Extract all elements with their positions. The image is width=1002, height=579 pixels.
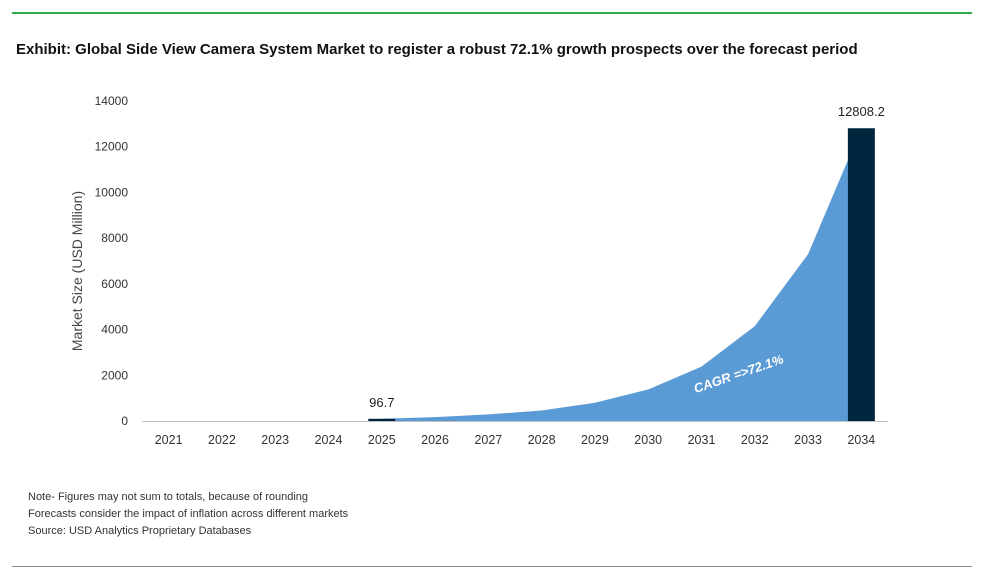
x-tick-label: 2032 <box>741 433 769 447</box>
note-source: Source: USD Analytics Proprietary Databa… <box>28 525 252 537</box>
x-tick-label: 2030 <box>634 433 662 447</box>
x-tick-label: 2027 <box>474 433 502 447</box>
bar-2034 <box>847 128 875 421</box>
data-label: 12808.2 <box>838 104 885 119</box>
x-tick-label: 2024 <box>315 433 343 447</box>
x-tick-label: 2033 <box>794 433 822 447</box>
y-tick-label: 14000 <box>95 94 129 108</box>
y-tick-label: 0 <box>121 414 128 428</box>
x-tick-label: 2028 <box>528 433 556 447</box>
x-tick-label: 2026 <box>421 433 449 447</box>
y-axis-title: Market Size (USD Million) <box>69 191 85 351</box>
chart-title: Exhibit: Global Side View Camera System … <box>16 41 858 58</box>
bar-2025 <box>368 418 396 421</box>
y-tick-label: 10000 <box>95 185 129 199</box>
top-rule <box>12 12 972 14</box>
note-rounding: Note- Figures may not sum to totals, bec… <box>28 491 309 503</box>
y-tick-label: 6000 <box>101 277 128 291</box>
x-tick-label: 2021 <box>155 433 183 447</box>
y-tick-label: 8000 <box>101 231 128 245</box>
x-tick-label: 2025 <box>368 433 396 447</box>
series-area <box>381 160 848 421</box>
note-inflation: Forecasts consider the impact of inflati… <box>28 508 349 520</box>
y-tick-label: 12000 <box>95 140 129 154</box>
notes: Note- Figures may not sum to totals, bec… <box>28 489 348 540</box>
bottom-rule <box>12 566 972 567</box>
data-label: 96.7 <box>369 395 394 410</box>
x-tick-label: 2022 <box>208 433 236 447</box>
x-tick-label: 2029 <box>581 433 609 447</box>
y-tick-label: 2000 <box>101 368 128 382</box>
x-tick-label: 2034 <box>847 433 875 447</box>
x-tick-label: 2031 <box>688 433 716 447</box>
x-tick-label: 2023 <box>261 433 289 447</box>
y-tick-label: 4000 <box>101 323 128 337</box>
